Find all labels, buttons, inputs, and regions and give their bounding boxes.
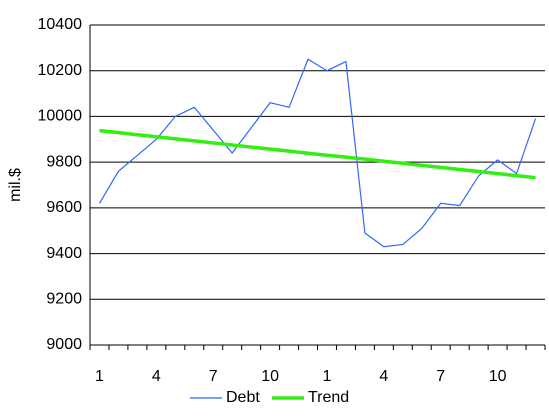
x-tick-label: 10 xyxy=(489,368,507,385)
y-tick-label: 9000 xyxy=(46,336,82,353)
x-tick-label: 10 xyxy=(261,368,279,385)
y-tick-label: 9800 xyxy=(46,153,82,170)
x-tick-label: 7 xyxy=(436,368,445,385)
x-tick-label: 1 xyxy=(323,368,332,385)
legend-label: Trend xyxy=(308,389,349,406)
series-line xyxy=(98,58,537,248)
x-tick-label: 4 xyxy=(152,368,161,385)
x-tick-label: 4 xyxy=(379,368,388,385)
series-line xyxy=(99,128,536,180)
y-tick-label: 9200 xyxy=(46,291,82,308)
y-tick-label: 9600 xyxy=(46,199,82,216)
y-tick-label: 10200 xyxy=(38,62,83,79)
y-tick-label: 9400 xyxy=(46,245,82,262)
y-axis-label: mil.$ xyxy=(7,168,24,202)
x-tick-label: 7 xyxy=(209,368,218,385)
y-tick-label: 10000 xyxy=(38,108,83,125)
y-tick-label: 10400 xyxy=(38,16,83,33)
legend-label: Debt xyxy=(226,389,260,406)
x-tick-label: 1 xyxy=(95,368,104,385)
